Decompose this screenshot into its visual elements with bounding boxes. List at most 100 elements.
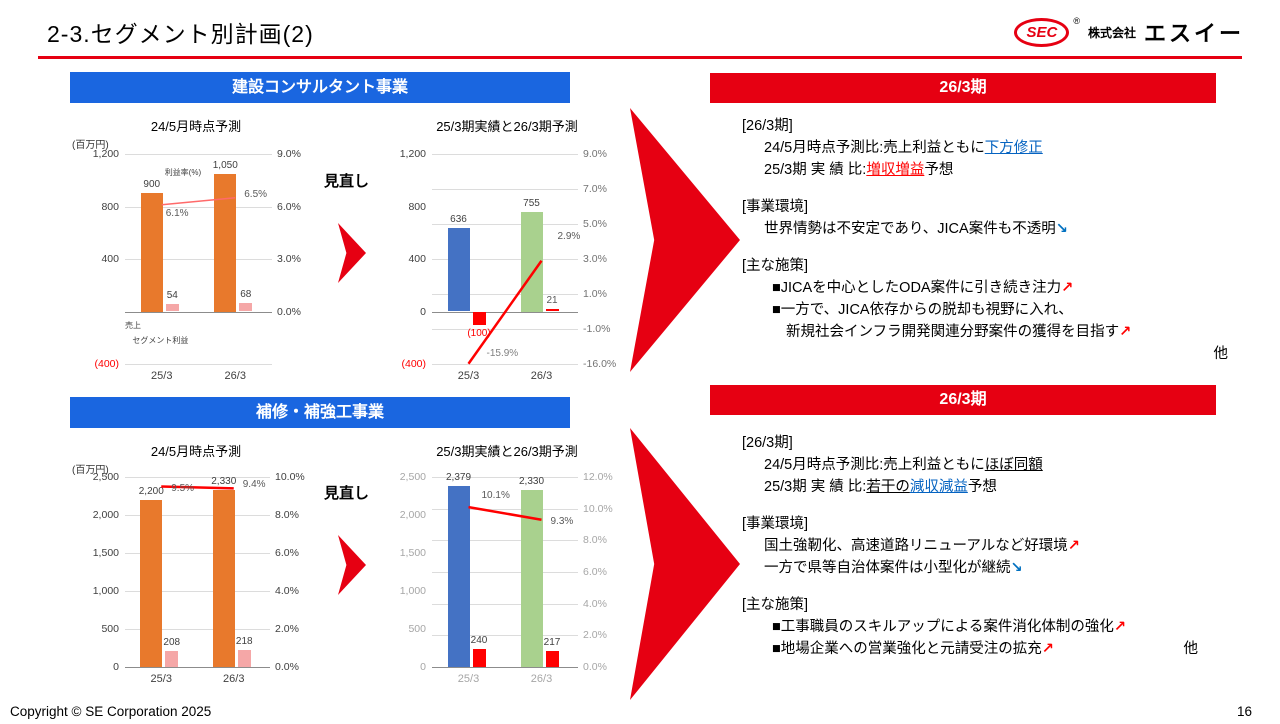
section-header-repair-reinforcement: 補修・補強工事業 [70, 397, 570, 428]
period-header-1: 26/3期 [710, 73, 1216, 103]
segment-up: ↗ [1119, 324, 1132, 340]
bar [472, 311, 486, 325]
revise-label: 見直し [324, 485, 370, 502]
bar-value-label: 755 [523, 198, 540, 210]
segment-black-ul: ほぼ同額 [984, 457, 1043, 473]
segment-text: [26/3期] [742, 118, 793, 134]
chart-plot: 2,500 2,000 1,500 1,000 500 0 12.0% 10.0% 8.0% 6.… [400, 471, 613, 685]
big-right-arrow-icon-1 [630, 108, 740, 372]
gridline [432, 223, 578, 225]
gridline [125, 206, 272, 208]
bar [545, 308, 559, 312]
segment-text: [26/3期] [742, 435, 793, 451]
pct-axis-tick-label: 9.0% [277, 148, 301, 160]
pct-axis-tick-label: 0.0% [277, 305, 301, 318]
segment-up: ↗ [1067, 538, 1080, 554]
text-line: 新規社会インフラ開発関連分野案件の獲得を目指す↗ [742, 321, 1238, 343]
bar-value-label: 1,050 [212, 159, 238, 171]
pct-axis-tick-label: 9.0% [583, 148, 607, 160]
chart-title: 25/3期実績と26/3期予測 [436, 119, 578, 134]
y-axis-tick-label: 1,000 [399, 585, 426, 597]
pct-axis-tick-label: 10.0% [275, 471, 305, 483]
axis-zero-line [125, 667, 270, 668]
pct-axis-tick-label: 3.0% [583, 253, 607, 265]
big-right-arrow-icon-2 [630, 428, 740, 700]
revise-callout-1: 見直し [324, 170, 388, 283]
pct-axis-tick-label: 2.0% [583, 629, 607, 642]
segment-text: 他 [1213, 346, 1229, 362]
segment-text: [事業環境] [742, 516, 809, 532]
segment-text: 24/5月時点予測比:売上利益ともに [764, 457, 985, 473]
bar [545, 650, 559, 667]
y-axis-tick-label: 2,000 [92, 509, 119, 521]
chart-repair-forecast: 24/5月時点予測 (百万円) 2,500 2,000 1,500 1,000 500 0… [70, 437, 322, 699]
segment-text: 世界情勢は不安定であり、JICA案件も不透明 [764, 221, 1056, 237]
segment-down: ↘ [1055, 221, 1068, 237]
pct-axis-tick-label: 4.0% [583, 597, 607, 610]
gridline [432, 364, 578, 365]
text-line: 25/3期 実 績 比:増収増益予想 [742, 159, 1238, 181]
y-axis-tick-label: 1,500 [399, 547, 426, 559]
text-line: 他 [742, 343, 1238, 365]
line-value-label: 10.1% [481, 490, 510, 502]
segment-text: [主な施策] [742, 258, 809, 274]
gridline [125, 477, 270, 478]
period-header-2: 26/3期 [710, 385, 1216, 415]
pct-axis-tick-label: -1.0% [583, 322, 611, 335]
pct-axis-tick-label: 0.0% [583, 661, 607, 673]
line-value-label: 6.5% [244, 188, 268, 200]
segment-text: ■工事職員のスキルアップによる案件消化体制の強化 [772, 619, 1114, 635]
y-axis-tick-label: 400 [408, 253, 426, 265]
y-axis-tick-label: 0 [420, 661, 426, 673]
segment-text: [事業環境] [742, 199, 809, 215]
bar-value-label: 240 [470, 634, 488, 646]
segment-text: 国土強靭化、高速道路リニューアルなど好環境 [764, 538, 1068, 554]
gridline [432, 294, 578, 295]
plan-text-panel-2: [26/3期] 24/5月時点予測比:売上利益ともにほぼ同額 25/3期 実 績 比… [742, 432, 1238, 660]
bar [472, 648, 486, 667]
segment-text: ■JICAを中心としたODA案件に引き続き注力 [772, 280, 1062, 296]
bar-value-label: (100) [467, 327, 491, 339]
line-value-label: 9.5% [171, 482, 195, 494]
gridline [432, 189, 578, 190]
text-line: 24/5月時点予測比:売上利益ともに下方修正 [742, 137, 1238, 159]
plan-text-panel-1: [26/3期] 24/5月時点予測比:売上利益ともに下方修正 25/3期 実 績 比… [742, 115, 1238, 365]
section-header-construction-consulting: 建設コンサルタント事業 [70, 72, 570, 103]
bar [214, 173, 237, 312]
x-axis-category-label: 25/3 [457, 370, 480, 382]
x-axis-category-label: 26/3 [530, 370, 553, 382]
bar [520, 212, 543, 312]
x-axis-category-label: 26/3 [223, 673, 245, 685]
segment-up: ↗ [1113, 619, 1126, 635]
text-line: 国土強靭化、高速道路リニューアルなど好環境↗ [742, 535, 1238, 557]
text-line: 一方で県等自治体案件は小型化が継続↘ [742, 557, 1238, 579]
sec-logo-icon: SEC [1014, 17, 1070, 47]
y-axis-tick-label: 0 [420, 305, 426, 318]
chart-repair-actual-vs-forecast: 25/3期実績と26/3期予測 2,500 2,000 1,500 1,000 500 0… [382, 437, 632, 699]
x-axis-category-label: 26/3 [224, 370, 246, 382]
trend-line [468, 505, 542, 521]
gridline [432, 154, 578, 155]
y-axis-tick-label: 2,500 [92, 471, 119, 483]
gridline [125, 154, 272, 155]
segment-text: 25/3期 実 績 比: [764, 479, 867, 495]
pct-axis-tick-label: -16.0% [583, 358, 617, 370]
gridline [125, 591, 270, 592]
line-value-label: 2.9% [557, 230, 581, 242]
segment-blue-ul: 減収減益 [909, 479, 968, 495]
y-axis-tick-label: (400) [401, 358, 426, 370]
line-value-label: 6.1% [165, 207, 189, 219]
gridline [432, 572, 578, 573]
segment-text: ■一方で、JICA依存からの脱却も視野に入れ、 [772, 302, 1073, 318]
registered-mark-icon: ® [1073, 16, 1080, 26]
segment-text: 予想 [967, 479, 997, 495]
x-axis-category-label: 25/3 [151, 370, 173, 382]
segment-black-ul: 若干の [866, 479, 910, 495]
pct-axis-tick-label: 3.0% [277, 253, 301, 265]
chart-plot: 1,200 800 400 (400) 9.0% 6.0% 3.0% 0.0% 25/3 26/3… [93, 148, 301, 382]
pct-axis-tick-label: 6.0% [275, 547, 299, 559]
text-line: [事業環境] [742, 196, 1238, 218]
axis-zero-line [432, 667, 578, 668]
bar-value-label: 2,330 [211, 475, 237, 487]
text-line: [26/3期] [742, 115, 1238, 137]
